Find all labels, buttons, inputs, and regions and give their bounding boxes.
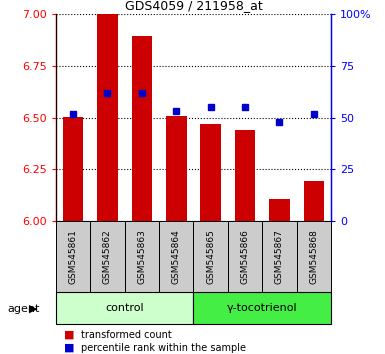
Text: transformed count: transformed count xyxy=(81,330,172,339)
Bar xyxy=(166,116,187,221)
Bar xyxy=(97,14,118,221)
Text: GSM545861: GSM545861 xyxy=(69,229,77,284)
Text: agent: agent xyxy=(8,304,40,314)
Text: GSM545866: GSM545866 xyxy=(241,229,249,284)
Text: ■: ■ xyxy=(64,330,74,339)
Bar xyxy=(297,221,331,292)
Bar xyxy=(63,117,83,221)
Text: GSM545867: GSM545867 xyxy=(275,229,284,284)
Bar xyxy=(269,199,290,221)
Text: GSM545865: GSM545865 xyxy=(206,229,215,284)
Title: GDS4059 / 211958_at: GDS4059 / 211958_at xyxy=(125,0,262,12)
Text: γ-tocotrienol: γ-tocotrienol xyxy=(227,303,298,313)
Bar xyxy=(235,130,255,221)
Bar xyxy=(132,36,152,221)
Text: ▶: ▶ xyxy=(29,304,38,314)
Bar xyxy=(159,221,194,292)
Text: GSM545864: GSM545864 xyxy=(172,229,181,284)
Text: percentile rank within the sample: percentile rank within the sample xyxy=(81,343,246,353)
Text: control: control xyxy=(105,303,144,313)
Bar xyxy=(194,221,228,292)
Text: GSM545862: GSM545862 xyxy=(103,229,112,284)
Bar xyxy=(262,221,297,292)
Bar xyxy=(90,221,125,292)
Bar xyxy=(200,124,221,221)
Bar xyxy=(125,221,159,292)
Text: ■: ■ xyxy=(64,343,74,353)
Bar xyxy=(228,221,262,292)
Bar xyxy=(194,292,331,324)
Bar xyxy=(56,292,194,324)
Bar xyxy=(56,221,90,292)
Bar xyxy=(303,182,324,221)
Text: GSM545868: GSM545868 xyxy=(310,229,318,284)
Text: GSM545863: GSM545863 xyxy=(137,229,146,284)
